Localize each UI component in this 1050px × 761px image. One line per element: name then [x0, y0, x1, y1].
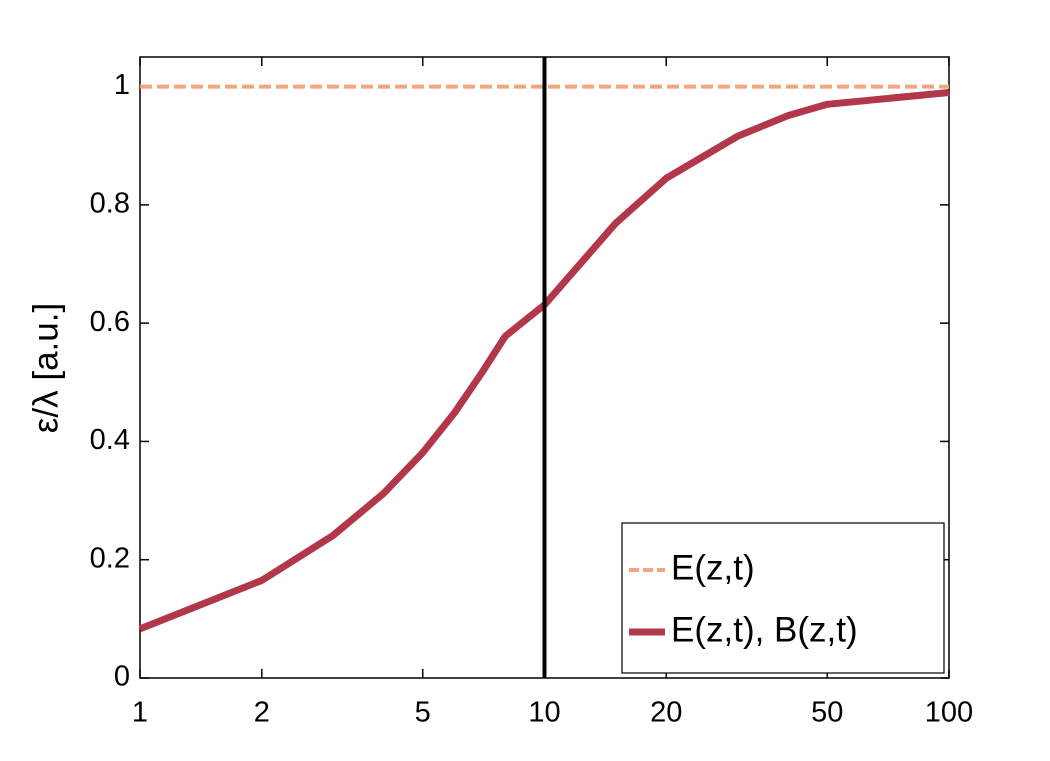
legend-label: E(z,t) — [671, 548, 755, 587]
y-tick-label: 0.4 — [90, 424, 130, 456]
y-tick-label: 0.2 — [90, 542, 130, 574]
y-tick-label: 0.6 — [90, 306, 130, 338]
y-tick-label: 0 — [114, 661, 130, 693]
y-axis-label: ε/λ [a.u.] — [26, 303, 65, 433]
x-tick-label: 100 — [925, 697, 973, 729]
y-tick-label: 0.8 — [90, 188, 130, 220]
legend-box — [621, 522, 945, 674]
x-tick-label: 20 — [650, 697, 682, 729]
x-tick-label: 1 — [132, 697, 148, 729]
x-tick-label: 2 — [254, 697, 270, 729]
series-line — [138, 89, 950, 633]
y-tick-label: 1 — [114, 69, 130, 101]
x-tick-label: 50 — [811, 697, 843, 729]
x-tick-label: 5 — [415, 697, 431, 729]
x-tick-label: 10 — [528, 697, 560, 729]
legend-label: E(z,t), B(z,t) — [671, 610, 858, 649]
